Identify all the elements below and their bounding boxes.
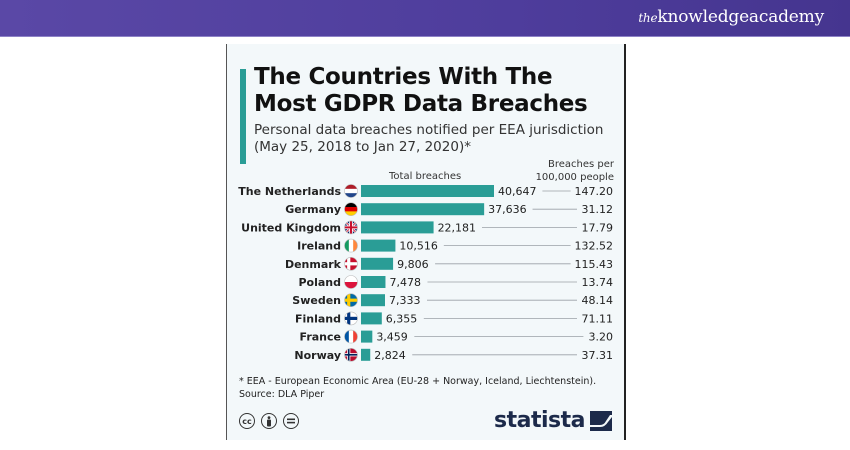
- bar-chart: The Netherlands 40,647 147.20 Germany 37,636…: [238, 184, 614, 362]
- chart-row: Sweden 7,333 48.14: [292, 293, 614, 308]
- rate-value-label: 147.20: [575, 185, 614, 198]
- chart-row: Germany 37,636 31.12: [285, 202, 614, 216]
- flag-norway-icon: [344, 347, 358, 362]
- infographic-panel: The Countries With The Most GDPR Data Br…: [226, 44, 626, 440]
- chart-row: United Kingdom 22,181 17.79: [241, 220, 614, 235]
- rate-value-label: 13.74: [582, 276, 614, 289]
- rate-value-label: 115.43: [575, 258, 614, 271]
- country-label: Sweden: [292, 294, 341, 307]
- bar-value-label: 10,516: [399, 240, 438, 253]
- flag-sweden-icon: [344, 293, 358, 308]
- country-label: Poland: [298, 276, 341, 289]
- bar: [361, 330, 373, 343]
- chart-title: The Countries With The Most GDPR Data Br…: [254, 64, 588, 117]
- rate-value-label: 132.52: [575, 240, 614, 253]
- bar: [361, 257, 394, 270]
- rate-value-label: 3.20: [589, 331, 614, 344]
- attribution-icon[interactable]: [261, 413, 277, 429]
- no-derivatives-icon[interactable]: [283, 413, 299, 429]
- bar-value-label: 9,806: [397, 258, 429, 271]
- bar-value-label: 7,333: [389, 294, 421, 307]
- column-header-rate: Breaches per 100,000 people: [535, 159, 614, 183]
- chart-row: Denmark 9,806 115.43: [285, 257, 613, 271]
- statista-logo[interactable]: statista: [494, 408, 612, 433]
- flag-finland-icon: [344, 311, 358, 326]
- top-banner: theknowledgeacademy: [0, 0, 850, 37]
- country-label: Ireland: [297, 240, 341, 253]
- country-label: Denmark: [285, 258, 342, 271]
- rate-value-label: 71.11: [582, 312, 614, 325]
- flag-netherlands-icon: [344, 184, 358, 198]
- bar-value-label: 3,459: [376, 331, 408, 344]
- chart-row: Norway 2,824 37.31: [294, 347, 614, 362]
- footnote: * EEA - European Economic Area (EU-28 + …: [239, 376, 597, 400]
- statista-mark-icon: [590, 410, 612, 431]
- country-label: The Netherlands: [238, 185, 341, 198]
- chart-row: Finland 6,355 71.11: [295, 311, 614, 326]
- bar-value-label: 40,647: [498, 185, 537, 198]
- rate-value-label: 37.31: [582, 349, 614, 362]
- country-label: France: [300, 331, 341, 344]
- bar-value-label: 7,478: [389, 276, 421, 289]
- bar: [361, 239, 396, 252]
- bar-value-label: 6,355: [386, 312, 418, 325]
- flag-poland-icon: [344, 275, 358, 289]
- title-accent-bar: [240, 69, 246, 164]
- bar: [361, 294, 385, 307]
- bar: [361, 348, 371, 361]
- license-icons: cc: [239, 413, 299, 429]
- flag-ireland-icon: [344, 238, 358, 253]
- flag-denmark-icon: [344, 257, 358, 271]
- bar: [361, 312, 382, 325]
- bar-value-label: 37,636: [488, 203, 527, 216]
- country-label: Finland: [295, 312, 341, 325]
- chart-subtitle: Personal data breaches notified per EEA …: [254, 122, 604, 155]
- chart-row: Poland 7,478 13.74: [298, 275, 614, 289]
- bar: [361, 221, 434, 234]
- bar-value-label: 2,824: [374, 349, 406, 362]
- country-label: Norway: [294, 349, 341, 362]
- bar: [361, 276, 386, 288]
- rate-value-label: 31.12: [582, 203, 614, 216]
- rate-value-label: 17.79: [582, 221, 614, 234]
- bar: [361, 185, 494, 197]
- bar-value-label: 22,181: [438, 221, 477, 234]
- chart-row: The Netherlands 40,647 147.20: [238, 184, 614, 198]
- flag-united-kingdom-icon: [344, 220, 358, 235]
- creative-commons-icon[interactable]: cc: [239, 413, 255, 429]
- rate-value-label: 48.14: [582, 294, 614, 307]
- flag-france-icon: [344, 329, 358, 344]
- country-label: Germany: [285, 203, 341, 216]
- chart-row: Ireland 10,516 132.52: [297, 238, 614, 253]
- knowledge-academy-logo[interactable]: theknowledgeacademy: [638, 7, 824, 27]
- flag-germany-icon: [344, 202, 358, 216]
- country-label: United Kingdom: [241, 221, 341, 234]
- chart-row: France 3,459 3.20: [300, 329, 614, 344]
- bar: [361, 203, 485, 216]
- column-header-total: Total breaches: [389, 171, 462, 182]
- source-text: Source: DLA Piper: [239, 389, 325, 400]
